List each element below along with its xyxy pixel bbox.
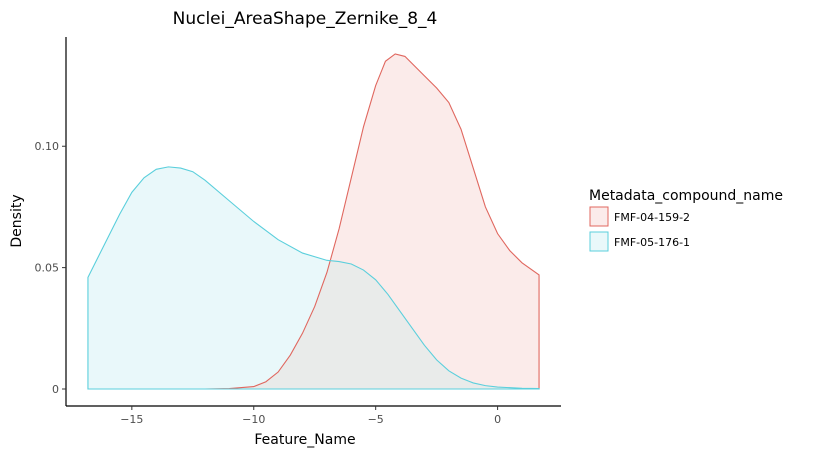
y-ticks: 0 0.05 0.10	[35, 140, 66, 396]
x-tick-label: 0	[494, 413, 501, 426]
plot-area	[87, 53, 540, 390]
density-area-fmf-04-159-2	[87, 53, 540, 390]
y-tick-label: 0	[52, 383, 59, 396]
density-line-fmf-05-176-1	[87, 166, 540, 390]
y-axis-title: Density	[9, 194, 25, 247]
axes: −15 −10 −5 0 0 0.05 0.10	[35, 37, 561, 426]
density-area-fmf-05-176-1	[87, 166, 540, 390]
legend-key-fmf-04-159-2	[589, 206, 609, 227]
x-tick-label: −5	[368, 413, 384, 426]
legend-title: Metadata_compound_name	[589, 188, 783, 204]
x-axis-title: Feature_Name	[254, 432, 355, 448]
legend-label-fmf-04-159-2: FMF-04-159-2	[614, 211, 690, 224]
density-line-fmf-04-159-2	[87, 53, 540, 390]
legend-key-fmf-05-176-1	[589, 231, 609, 252]
y-tick-label: 0.10	[35, 140, 60, 153]
x-tick-label: −10	[242, 413, 265, 426]
y-tick-label: 0.05	[35, 262, 60, 275]
legend: Metadata_compound_name FMF-04-159-2 FMF-…	[589, 188, 783, 252]
legend-label-fmf-05-176-1: FMF-05-176-1	[614, 236, 690, 249]
chart-title: Nuclei_AreaShape_Zernike_8_4	[173, 9, 438, 29]
x-ticks: −15 −10 −5 0	[120, 406, 501, 426]
x-tick-label: −15	[120, 413, 143, 426]
